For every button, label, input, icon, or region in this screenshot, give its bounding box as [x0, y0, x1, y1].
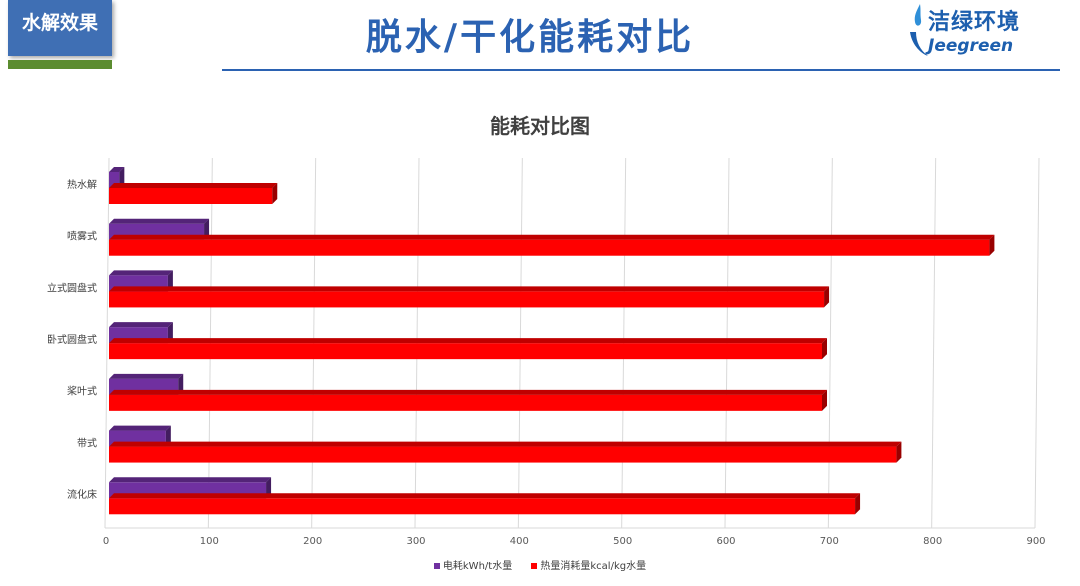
- section-tag-underline: [8, 60, 112, 69]
- bar-top-face: [109, 322, 173, 328]
- legend-label-heat: 热量消耗量kcal/kg水量: [540, 561, 647, 572]
- y-category-label: 喷雾式: [67, 230, 97, 243]
- bar-top-face: [109, 218, 210, 224]
- company-logo: 洁绿环境 Jeegreen: [906, 2, 1066, 62]
- bar-end-face: [167, 322, 173, 344]
- bar-end-face: [822, 338, 827, 360]
- legend-swatch-heat: [531, 563, 538, 569]
- section-tag-label: 水解效果: [21, 12, 98, 34]
- bar-top-face: [109, 183, 278, 188]
- x-tick-label: 300: [406, 536, 425, 547]
- bar-top-face: [109, 234, 995, 240]
- logo-chinese-text: 洁绿环境: [928, 10, 1021, 35]
- bar-top-face: [109, 477, 272, 483]
- x-tick-label: 500: [613, 536, 632, 547]
- bar-top-face: [109, 373, 184, 379]
- bar-top-face: [109, 441, 902, 447]
- gridline: [827, 157, 833, 529]
- bar-heat: [109, 498, 856, 515]
- title-divider: [222, 69, 1060, 71]
- bar-heat: [109, 446, 897, 463]
- bar-heat: [109, 394, 822, 411]
- x-tick-label: 800: [923, 536, 942, 547]
- y-category-label: 桨叶式: [67, 385, 97, 398]
- bar-end-face: [272, 183, 278, 204]
- bar-end-face: [855, 493, 861, 515]
- bar-end-face: [896, 441, 902, 463]
- chart-title: 能耗对比图: [490, 114, 590, 138]
- y-category-label: 流化床: [67, 488, 97, 501]
- bar-end-face: [822, 389, 827, 411]
- bar-top-face: [109, 338, 827, 344]
- y-category-label: 卧式圆盘式: [47, 333, 97, 346]
- bar-end-face: [266, 477, 272, 499]
- bar-top-face: [109, 270, 173, 276]
- legend-item-heat: 热量消耗量kcal/kg水量: [531, 557, 646, 572]
- page-title: 脱水/干化能耗对比: [365, 17, 695, 58]
- x-tick-label: 100: [200, 536, 219, 547]
- bar-end-face: [204, 218, 210, 240]
- gridline: [1034, 157, 1040, 529]
- x-tick-label: 400: [510, 536, 529, 547]
- bar-end-face: [167, 270, 173, 292]
- x-tick-label: 0: [103, 536, 109, 547]
- legend-swatch-electricity: [433, 563, 440, 569]
- bar-top-face: [109, 493, 861, 499]
- bar-top-face: [109, 286, 830, 292]
- logo-english-text: Jeegreen: [928, 36, 1014, 56]
- bar-end-face: [824, 286, 830, 308]
- gridline: [104, 157, 110, 529]
- bar-top-face: [109, 389, 827, 395]
- y-category-label: 立式圆盘式: [47, 281, 97, 294]
- bar-top-face: [109, 167, 125, 172]
- bar-end-face: [178, 373, 184, 395]
- x-tick-label: 900: [1026, 536, 1045, 547]
- bar-electricity: [109, 172, 120, 188]
- legend-label-electricity: 电耗kWh/t水量: [442, 561, 513, 572]
- gridline: [931, 157, 937, 529]
- bar-top-face: [109, 425, 171, 431]
- y-category-label: 带式: [77, 436, 97, 449]
- chart-legend: 电耗kWh/t水量 热量消耗量kcal/kg水量: [0, 557, 1080, 572]
- x-tick-label: 600: [716, 536, 735, 547]
- x-tick-label: 700: [820, 536, 839, 547]
- section-tag: 水解效果: [8, 0, 112, 56]
- y-category-label: 热水解: [67, 178, 97, 191]
- bar-heat: [109, 343, 822, 360]
- bar-heat: [109, 239, 990, 256]
- bar-heat: [109, 291, 825, 308]
- x-tick-label: 200: [303, 536, 322, 547]
- legend-item-electricity: 电耗kWh/t水量: [433, 557, 513, 572]
- water-drop-logo-icon: [910, 4, 928, 56]
- bar-end-face: [119, 167, 125, 188]
- bar-end-face: [165, 425, 171, 447]
- bar-end-face: [989, 234, 995, 256]
- bar-heat: [109, 188, 273, 204]
